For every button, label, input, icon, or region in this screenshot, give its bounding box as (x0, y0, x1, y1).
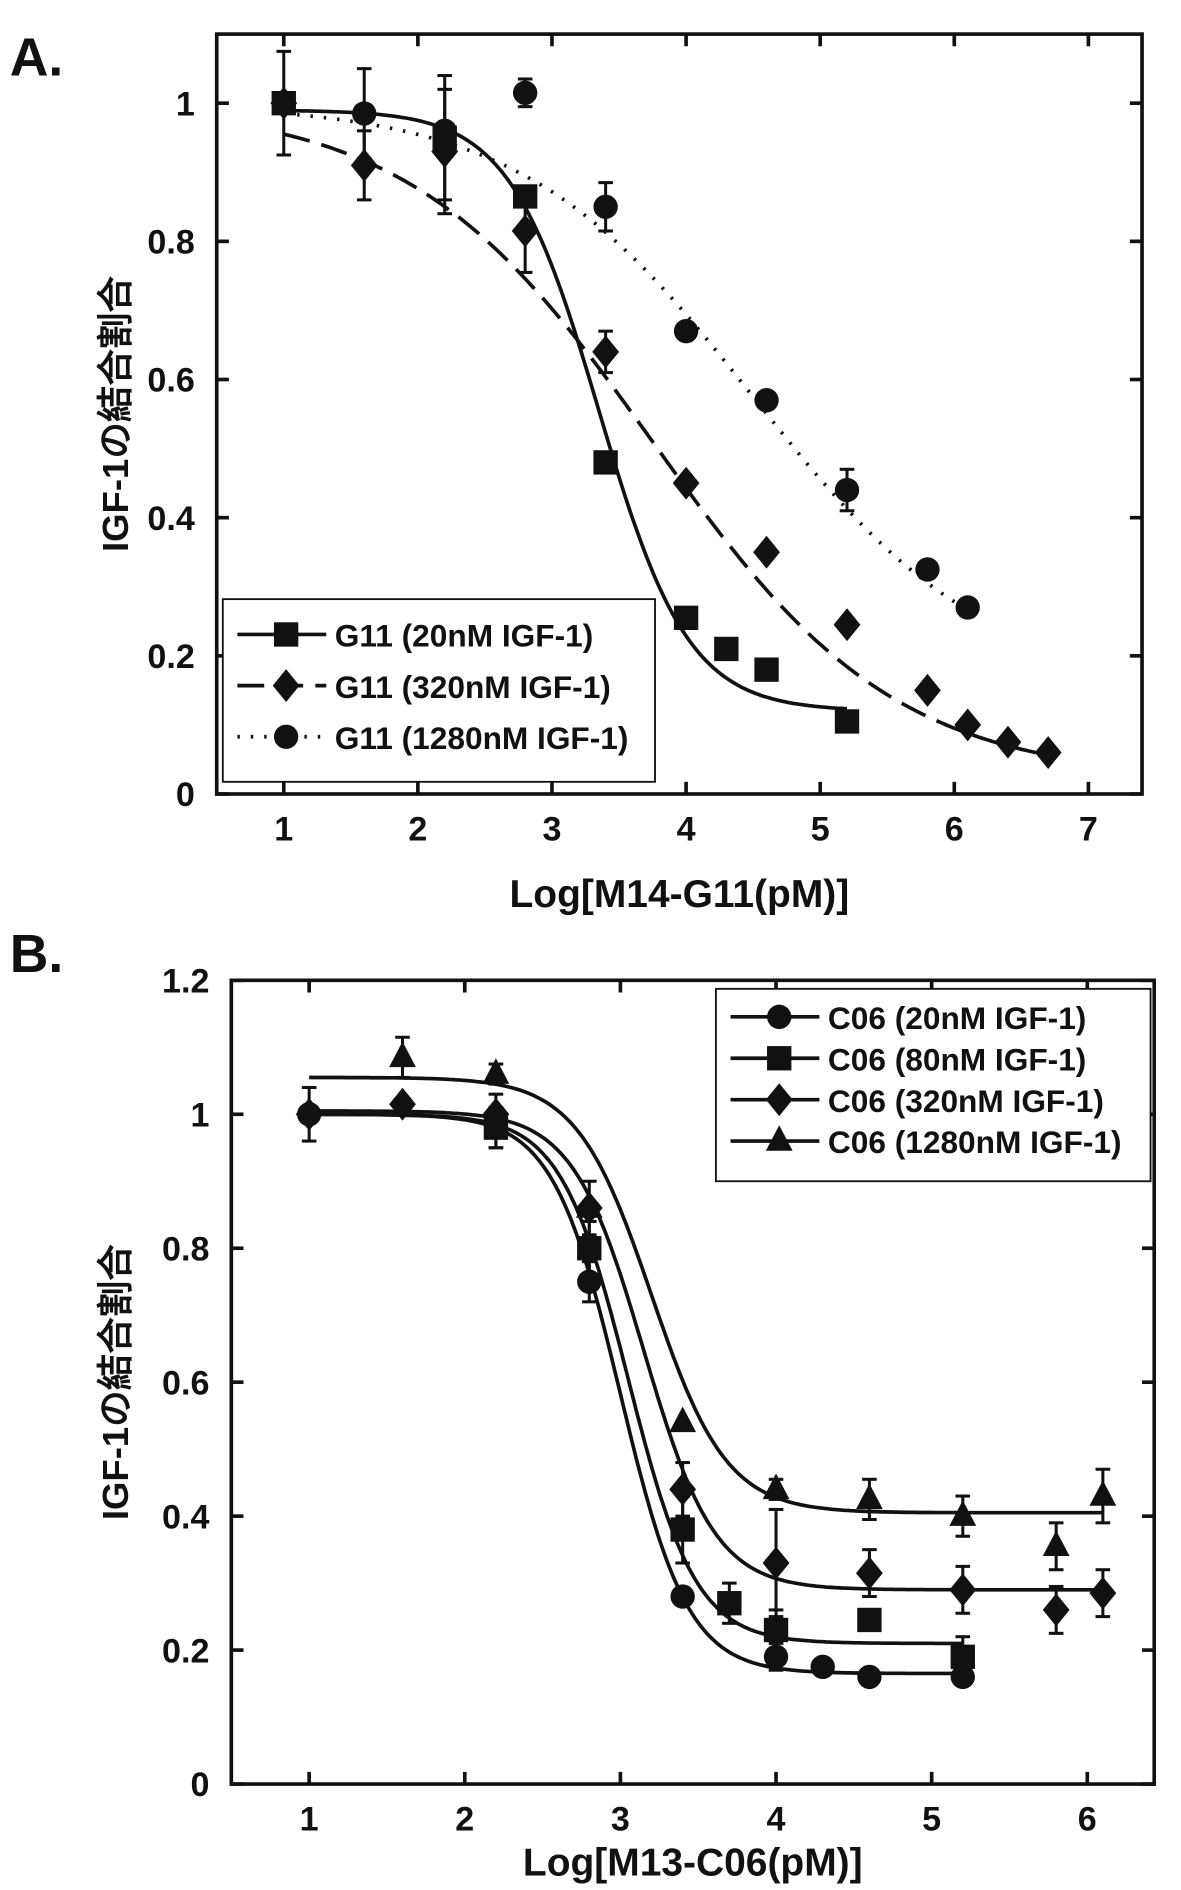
y-tick-label: 0 (190, 1766, 209, 1804)
data-point (835, 709, 859, 733)
data-point (995, 726, 1022, 759)
data-point (670, 1517, 694, 1541)
data-point (754, 657, 778, 681)
data-point (433, 119, 457, 143)
data-point (717, 1591, 741, 1615)
data-point (673, 467, 700, 500)
series-circle (272, 69, 980, 620)
legend-marker (274, 622, 298, 646)
data-point (834, 608, 861, 641)
legend: C06 (20nM IGF-1) C06 (80nM IGF-1) C06 (320… (716, 989, 1151, 1181)
data-point (956, 595, 980, 619)
y-tick-label: 0.4 (162, 1498, 209, 1536)
y-tick-label: 1 (176, 85, 195, 123)
y-tick-label: 1 (190, 1096, 209, 1134)
data-point (674, 606, 698, 630)
data-point (753, 536, 780, 569)
chart-panel-b: B. 1 2 3 4 5 6 0 0.2 0.4 0.6 0.8 1 1.2 Log[M13-C06(pM)… (10, 925, 1154, 1885)
data-point (1043, 1530, 1070, 1556)
data-point (1035, 736, 1062, 769)
series-square (309, 1108, 975, 1677)
data-point (352, 101, 376, 125)
y-tick-label: 1.2 (162, 962, 209, 1000)
y-tick-label: 0 (176, 776, 195, 814)
y-axis-label: IGF-1の結合割合 (95, 1244, 136, 1520)
x-tick-label: 7 (1079, 810, 1098, 848)
x-tick-label: 5 (922, 1800, 941, 1838)
data-point (949, 1573, 976, 1606)
data-point (951, 1645, 975, 1669)
legend-label: G11 (320nM IGF-1) (335, 669, 611, 705)
data-point (914, 674, 941, 707)
x-tick-label: 6 (945, 810, 964, 848)
legend-label: C06 (1280nM IGF-1) (828, 1124, 1122, 1160)
data-point (714, 637, 738, 661)
fit-curve (309, 1111, 1103, 1590)
legend-label: G11 (20nM IGF-1) (335, 618, 593, 654)
data-point (483, 1058, 510, 1084)
legend-marker (767, 1046, 791, 1070)
x-tick-label: 2 (408, 810, 427, 848)
x-axis-label: Log[M14-G11(pM)] (510, 873, 850, 916)
legend-label: C06 (320nM IGF-1) (828, 1083, 1104, 1119)
x-tick-label: 3 (611, 1800, 630, 1838)
x-axis-label: Log[M13-C06(pM)] (523, 1841, 863, 1884)
data-point (1089, 1577, 1116, 1610)
fit-curve (284, 113, 968, 609)
data-point (857, 1608, 881, 1632)
x-tick-label: 6 (1078, 1800, 1097, 1838)
panel-label: B. (10, 925, 64, 984)
chart-panel-a: A. 1 2 3 4 5 6 7 0 0.2 0.4 0.6 0.8 1 Log[M14-G11(pM)] I… (10, 28, 1142, 916)
data-point (856, 1557, 883, 1590)
legend-marker (767, 1005, 791, 1029)
legend-marker (274, 725, 298, 749)
data-point (857, 1665, 881, 1689)
y-tick-label: 0.2 (162, 1632, 209, 1670)
x-tick-label: 3 (543, 810, 562, 848)
data-point (670, 1584, 694, 1608)
data-point (835, 478, 859, 502)
data-point (764, 1618, 788, 1642)
data-point (389, 1042, 416, 1068)
data-point (1043, 1593, 1070, 1626)
data-point (811, 1655, 835, 1679)
data-point (763, 1474, 790, 1500)
data-point (513, 81, 537, 105)
x-tick-label: 4 (767, 1800, 786, 1838)
data-point (1089, 1480, 1116, 1506)
data-point (754, 388, 778, 412)
data-point (915, 557, 939, 581)
data-point (296, 1098, 323, 1131)
data-point (272, 91, 296, 115)
y-tick-label: 0.2 (147, 638, 194, 676)
x-tick-label: 1 (274, 810, 293, 848)
y-tick-label: 0.8 (147, 224, 194, 262)
legend-label: C06 (80nM IGF-1) (828, 1041, 1086, 1077)
data-point (577, 1236, 601, 1260)
y-tick-label: 0.6 (162, 1364, 209, 1402)
data-point (593, 195, 617, 219)
x-tick-label: 5 (811, 810, 830, 848)
data-point (674, 319, 698, 343)
data-point (593, 450, 617, 474)
legend-label: G11 (1280nM IGF-1) (335, 720, 629, 756)
y-tick-label: 0.8 (162, 1230, 209, 1268)
data-point (669, 1473, 696, 1506)
y-axis-label: IGF-1の結合割合 (95, 276, 136, 552)
x-tick-label: 1 (300, 1800, 319, 1838)
data-point (512, 215, 539, 248)
panel-label: A. (10, 28, 64, 87)
data-point (856, 1484, 883, 1510)
x-tick-label: 4 (677, 810, 696, 848)
data-point (669, 1407, 696, 1433)
x-tick-label: 2 (455, 1800, 474, 1838)
legend: G11 (20nM IGF-1) G11 (320nM IGF-1) G11 (12… (223, 599, 655, 782)
y-tick-label: 0.4 (147, 500, 194, 538)
y-tick-label: 0.6 (147, 362, 194, 400)
legend-label: C06 (20nM IGF-1) (828, 1000, 1086, 1036)
